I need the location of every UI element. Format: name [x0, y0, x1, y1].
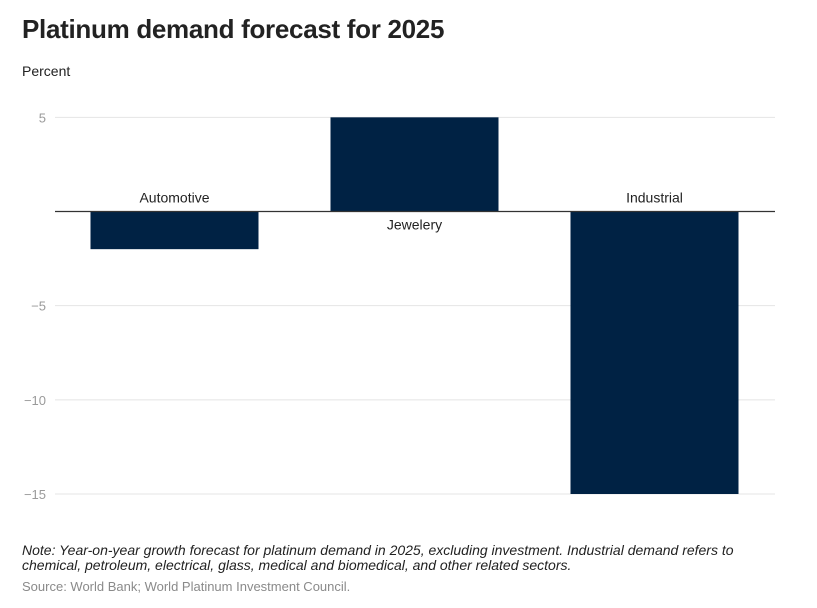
chart-note: Note: Year-on-year growth forecast for p…	[22, 542, 734, 573]
category-label: Jewelery	[387, 217, 442, 233]
y-tick-label: −10	[24, 393, 46, 408]
category-label: Automotive	[139, 190, 209, 206]
chart-title: Platinum demand forecast for 2025	[22, 14, 445, 44]
y-axis-unit-label: Percent	[22, 63, 71, 79]
y-tick-label: 5	[39, 110, 46, 125]
bars	[90, 117, 739, 494]
y-tick-label: −5	[31, 299, 46, 314]
bar-chart: 5 −5 −10 −15 Automotive Jewelery Industrial	[24, 110, 775, 502]
bar-industrial	[570, 211, 739, 494]
category-labels: Automotive Jewelery Industrial	[139, 190, 682, 233]
chart-source: Source: World Bank; World Platinum Inves…	[22, 579, 351, 594]
bar-automotive	[90, 211, 259, 250]
y-tick-label: −15	[24, 487, 46, 502]
category-label: Industrial	[626, 190, 683, 206]
y-tick-labels: 5 −5 −10 −15	[24, 110, 46, 502]
bar-jewelery	[330, 117, 499, 212]
